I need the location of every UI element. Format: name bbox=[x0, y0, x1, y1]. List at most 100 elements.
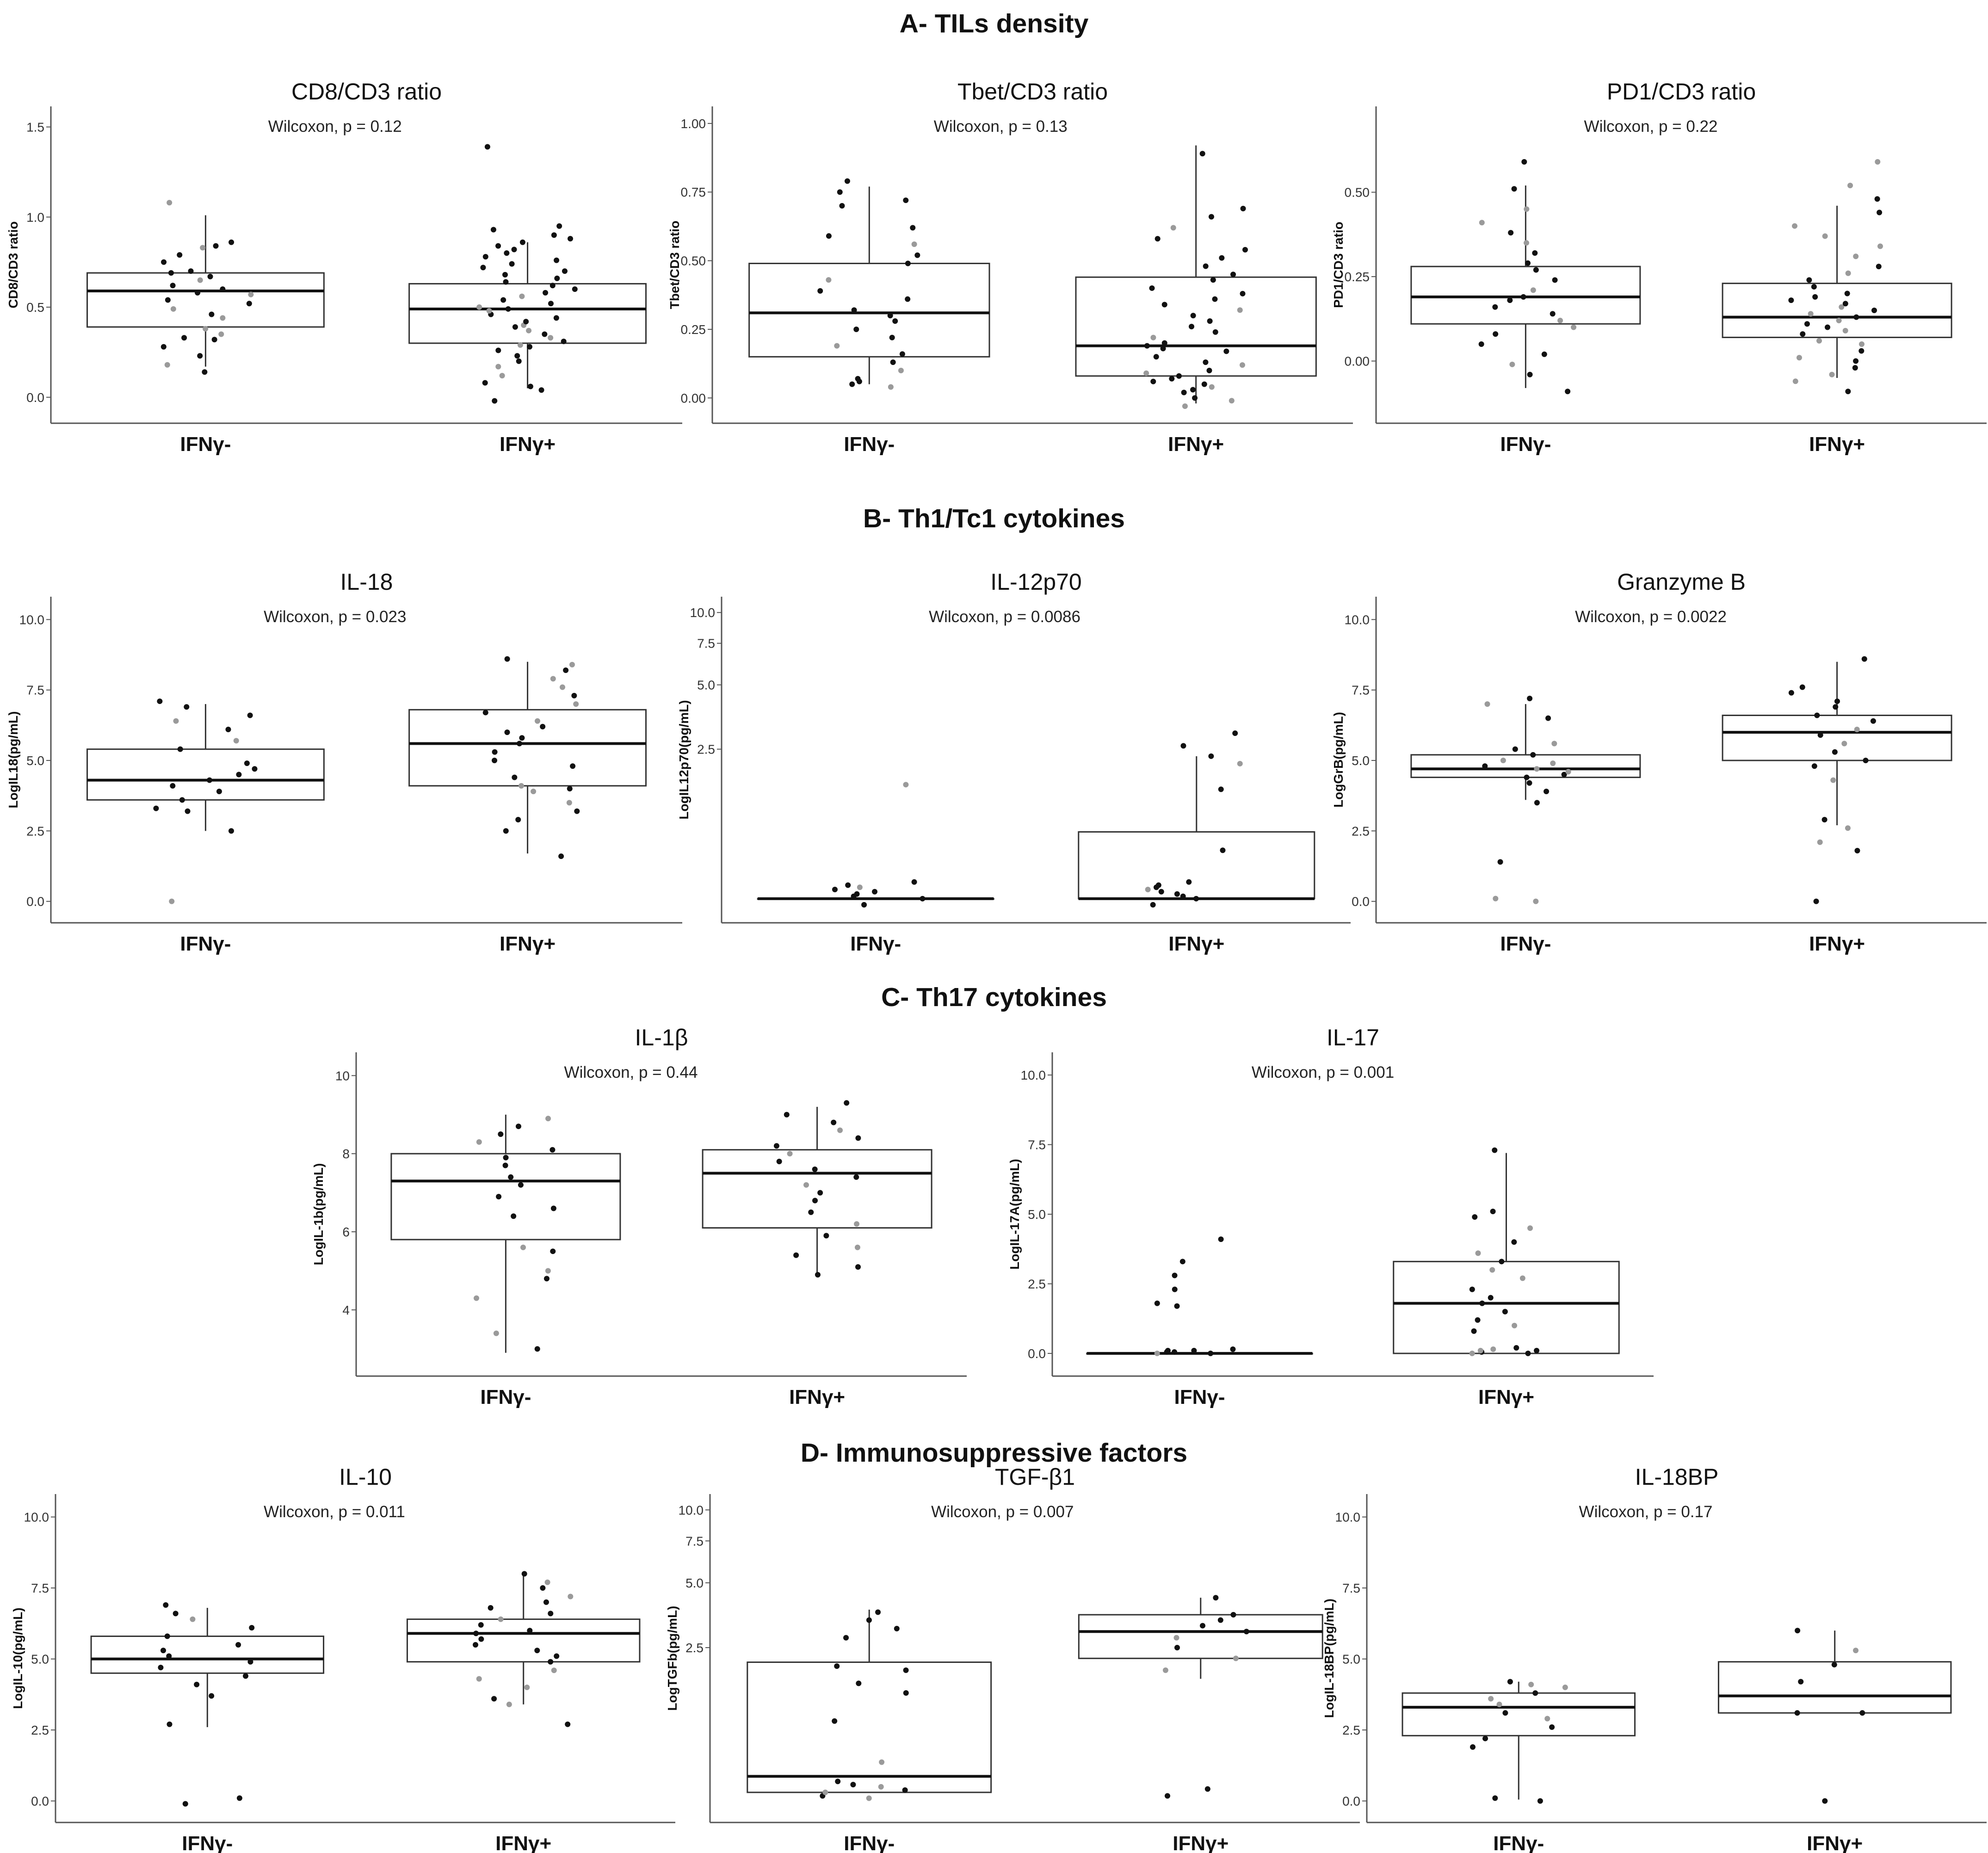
data-point bbox=[1203, 359, 1209, 365]
data-point bbox=[832, 886, 838, 892]
data-point bbox=[1206, 367, 1212, 373]
data-point bbox=[200, 245, 206, 251]
y-tick-label: 2.5 bbox=[697, 742, 715, 757]
data-point bbox=[1550, 311, 1556, 317]
data-point bbox=[549, 283, 556, 289]
data-point bbox=[500, 297, 506, 303]
x-category-label: IFNγ+ bbox=[1478, 1386, 1534, 1408]
data-point bbox=[492, 758, 498, 764]
data-point bbox=[1208, 1350, 1214, 1356]
data-point bbox=[499, 373, 505, 379]
y-tick-label: 0.0 bbox=[31, 1794, 49, 1809]
data-point bbox=[1189, 324, 1195, 330]
data-point bbox=[574, 808, 580, 814]
data-point bbox=[1874, 196, 1880, 202]
data-point bbox=[1876, 264, 1882, 270]
data-point bbox=[573, 701, 579, 707]
data-point bbox=[1475, 1250, 1481, 1256]
data-point bbox=[1169, 376, 1175, 382]
data-point bbox=[488, 1605, 494, 1611]
data-point bbox=[1822, 1798, 1828, 1804]
data-point bbox=[879, 1759, 885, 1765]
y-tick-label: 5.0 bbox=[1028, 1207, 1046, 1222]
data-point bbox=[1858, 341, 1865, 347]
data-point bbox=[1490, 1208, 1496, 1214]
box-iqr bbox=[702, 1149, 932, 1229]
data-point bbox=[812, 1198, 818, 1204]
data-point bbox=[1541, 351, 1547, 357]
data-point bbox=[1492, 304, 1498, 310]
data-point bbox=[1192, 395, 1198, 401]
data-point bbox=[1839, 304, 1845, 310]
data-point bbox=[1877, 243, 1883, 249]
data-point bbox=[1799, 684, 1805, 690]
y-tick-label: 0.0 bbox=[26, 895, 44, 909]
data-point bbox=[509, 261, 515, 267]
data-point bbox=[1511, 186, 1517, 192]
data-point bbox=[1502, 1710, 1508, 1716]
section-c-title: C- Th17 cytokines bbox=[881, 982, 1107, 1012]
box-iqr bbox=[1410, 754, 1641, 778]
data-point bbox=[160, 1648, 166, 1654]
data-point bbox=[1528, 1681, 1534, 1687]
data-point bbox=[1565, 769, 1571, 775]
data-point bbox=[181, 335, 187, 341]
data-point bbox=[905, 260, 911, 266]
data-point bbox=[815, 1272, 821, 1278]
data-point bbox=[1478, 341, 1484, 347]
data-point bbox=[570, 763, 576, 769]
data-point bbox=[1193, 896, 1199, 902]
y-tick-label: 7.5 bbox=[1352, 683, 1370, 698]
data-point bbox=[1490, 1346, 1496, 1352]
data-point bbox=[515, 1124, 521, 1130]
y-tick-label: 2.5 bbox=[31, 1723, 49, 1737]
x-category-label: IFNγ- bbox=[1500, 433, 1551, 456]
data-point bbox=[866, 1795, 872, 1801]
data-point bbox=[1870, 718, 1876, 724]
box-iqr bbox=[1078, 1614, 1323, 1659]
data-point bbox=[202, 369, 208, 375]
data-point bbox=[1240, 205, 1246, 211]
chart-panel-4: IL-18 Wilcoxon, p = 0.023 0.0 2.5 5.0 7.5 10.0… bbox=[6, 569, 682, 955]
data-point bbox=[1144, 343, 1150, 349]
data-point bbox=[235, 1642, 241, 1648]
data-point bbox=[1544, 1716, 1550, 1722]
data-point bbox=[787, 1151, 793, 1157]
data-point bbox=[1469, 1350, 1475, 1356]
data-point bbox=[568, 1594, 574, 1600]
data-point bbox=[803, 1182, 809, 1188]
data-point bbox=[850, 1782, 856, 1788]
chart-panel-3: PD1/CD3 ratio Wilcoxon, p = 0.22 0.00 0.25 0… bbox=[1331, 79, 1987, 456]
section-a-title: A- TILs density bbox=[900, 9, 1089, 38]
data-point bbox=[1219, 255, 1225, 261]
data-point bbox=[517, 741, 523, 747]
data-point bbox=[1499, 1259, 1505, 1265]
data-point bbox=[503, 279, 509, 285]
data-point bbox=[526, 327, 532, 334]
data-point bbox=[1172, 1349, 1178, 1355]
data-point bbox=[1190, 387, 1196, 393]
chart-panel-2: Tbet/CD3 ratio Wilcoxon, p = 0.13 0.00 0.25… bbox=[667, 79, 1353, 456]
data-point bbox=[1470, 1744, 1476, 1750]
data-point bbox=[1170, 225, 1176, 231]
data-point bbox=[1792, 378, 1798, 384]
data-point bbox=[1172, 1286, 1178, 1292]
data-point bbox=[1853, 253, 1859, 259]
data-point bbox=[514, 353, 520, 359]
data-point bbox=[1832, 749, 1838, 755]
data-point bbox=[1565, 389, 1571, 395]
data-point bbox=[527, 344, 533, 350]
wilcoxon-p-value: Wilcoxon, p = 0.023 bbox=[264, 608, 406, 626]
data-point bbox=[163, 1602, 169, 1608]
data-point bbox=[1161, 302, 1167, 308]
data-point bbox=[506, 1701, 512, 1707]
data-point bbox=[524, 1684, 530, 1690]
data-point bbox=[504, 729, 510, 735]
x-category-label: IFNγ+ bbox=[495, 1832, 551, 1853]
data-point bbox=[478, 1622, 484, 1628]
data-point bbox=[1527, 695, 1533, 701]
data-point bbox=[527, 1628, 533, 1634]
data-point bbox=[1519, 1275, 1525, 1281]
data-point bbox=[1469, 1286, 1475, 1292]
data-point bbox=[228, 239, 235, 245]
